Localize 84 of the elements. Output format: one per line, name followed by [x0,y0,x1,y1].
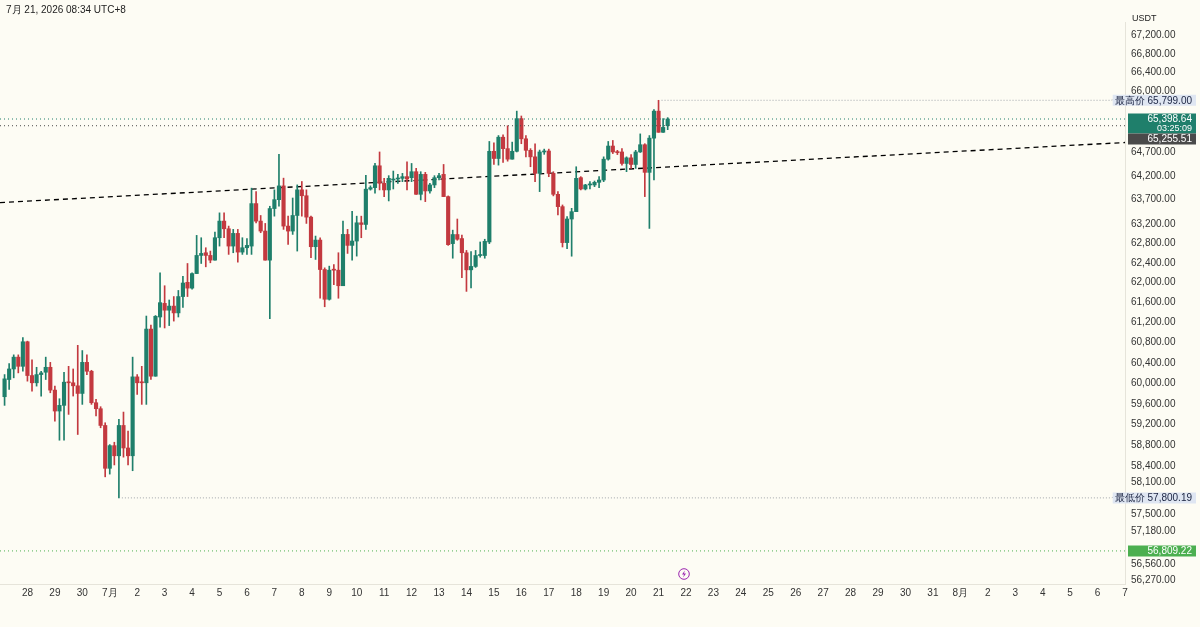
x-tick-label: 27 [817,586,830,598]
x-tick-label: 30 [76,586,89,598]
y-tick-label: 60,000.00 [1131,377,1176,389]
y-tick-label: 57,180.00 [1131,524,1176,536]
candlestick [71,368,76,397]
candlestick [276,154,282,207]
x-tick-label: 8月 [952,586,969,598]
y-tick-label: 58,800.00 [1131,439,1176,451]
y-tick-label: 57,500.00 [1131,507,1176,519]
x-tick-label: 4 [189,586,196,598]
x-tick-label: 2 [134,586,141,598]
ref-line-label: 56,809.22 [1147,545,1193,557]
x-tick-label: 29 [49,586,61,598]
x-tick-label: 17 [543,586,555,598]
x-tick-label: 5 [216,586,223,598]
x-tick-label: 9 [326,586,333,598]
x-tick-label: 18 [570,586,583,598]
ref-line-label: 65,255.51 [1147,133,1193,145]
x-tick-label: 19 [598,586,610,598]
y-tick-label: 61,200.00 [1131,316,1176,328]
candlestick [350,210,355,261]
x-tick-label: 4 [1039,586,1046,598]
y-tick-label: 64,200.00 [1131,169,1176,181]
y-tick-label: 56,560.00 [1131,558,1176,570]
x-tick-label: 31 [927,586,939,598]
text: 7月 21, 2026 08:34 UTC+8 [6,3,126,17]
x-tick-label: 6 [244,586,251,598]
x-tick-label: 24 [735,586,747,598]
x-tick-label: 30 [899,586,912,598]
x-tick-label: 7月 [101,586,118,598]
y-tick-label: 59,200.00 [1131,418,1176,430]
y-tick-label: 66,800.00 [1131,47,1176,59]
annotation: 最低价 57,800.19 [1114,492,1193,504]
x-tick-label: 10 [351,586,363,598]
x-tick-label: 26 [790,586,802,598]
candlestick [468,251,474,289]
x-tick-label: 29 [872,586,885,598]
candlestick [139,365,144,405]
x-tick-label: 11 [378,586,390,598]
y-tick-label: 67,200.00 [1131,29,1176,41]
y-tick-label: 62,000.00 [1131,276,1176,288]
candlestick [75,345,80,435]
x-tick-label: 3 [161,586,168,598]
x-tick-label: 2 [985,586,992,598]
y-tick-label: 61,600.00 [1131,296,1176,308]
ref-line-label: 65,398.64 03:25:09 [1147,113,1193,134]
x-tick-label: 16 [515,586,528,598]
y-tick-label: 60,400.00 [1131,356,1176,368]
annotation: 最高价 65,799.00 [1114,94,1193,106]
x-tick-label: 28 [21,586,34,598]
x-tick-label: 14 [460,586,473,598]
x-tick-label: 12 [406,586,418,598]
y-tick-label: 60,800.00 [1131,336,1176,348]
x-tick-label: 6 [1094,586,1101,598]
candlestick [167,299,172,326]
y-tick-label: 66,000.00 [1131,84,1176,96]
x-tick-label: 5 [1067,586,1074,598]
y-tick-label: 64,700.00 [1131,145,1176,157]
x-tick-label: 8 [299,586,306,598]
y-tick-label: 56,270.00 [1131,573,1176,585]
candlestick [359,215,364,239]
x-tick-label: 25 [762,586,775,598]
x-tick-label: 22 [680,586,692,598]
y-tick-label: 58,400.00 [1131,459,1176,471]
candlestick [331,264,336,286]
candlestick [404,161,410,191]
y-tick-label: 66,400.00 [1131,66,1176,78]
x-tick-label: 7 [271,586,278,598]
x-tick-label: 23 [707,586,720,598]
x-tick-label: 20 [625,586,638,598]
x-tick-label: 7 [1122,586,1129,598]
x-tick-label: 21 [652,586,665,598]
x-tick-label: 13 [433,586,446,598]
x-tick-label: 15 [488,586,500,598]
x-tick-label: 28 [845,586,857,598]
x-tick-label: 3 [1012,586,1019,598]
y-tick-label: 62,400.00 [1131,256,1176,268]
y-tick-label: 62,800.00 [1131,237,1176,249]
y-tick-label: 59,600.00 [1131,397,1176,409]
y-tick-label: 63,700.00 [1131,193,1176,205]
candlestick [203,247,208,268]
y-tick-label: 58,100.00 [1131,475,1176,487]
y-tick-label: 63,200.00 [1131,217,1176,229]
y-axis-title: USDT [1132,13,1157,23]
